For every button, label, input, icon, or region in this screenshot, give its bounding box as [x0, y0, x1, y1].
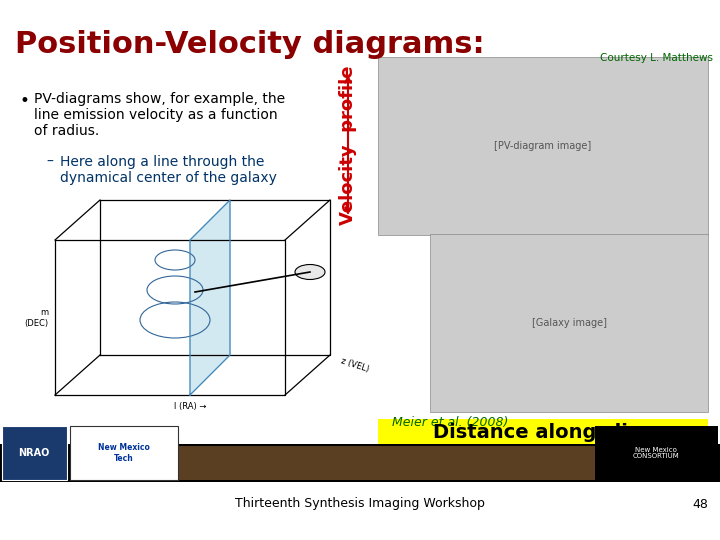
Polygon shape: [190, 200, 230, 395]
Text: Position-Velocity diagrams:: Position-Velocity diagrams:: [15, 30, 485, 59]
Text: [Galaxy image]: [Galaxy image]: [531, 318, 606, 328]
Bar: [2, 426, 67, 480]
Text: PV-diagrams show, for example, the
line emission velocity as a function
of radiu: PV-diagrams show, for example, the line …: [34, 92, 285, 138]
Text: –: –: [46, 155, 53, 169]
Text: Here along a line through the
dynamical center of the galaxy: Here along a line through the dynamical …: [60, 155, 277, 185]
Text: 48: 48: [692, 497, 708, 510]
Text: m
(DEC): m (DEC): [24, 308, 48, 328]
Bar: [105, 446, 625, 480]
Text: New Mexico
CONSORTIUM: New Mexico CONSORTIUM: [633, 447, 680, 460]
Bar: [595, 426, 718, 480]
Text: [PV-diagram image]: [PV-diagram image]: [495, 141, 592, 151]
Ellipse shape: [295, 265, 325, 280]
Bar: [70, 426, 178, 480]
Text: Distance along slice: Distance along slice: [433, 422, 653, 442]
Text: NRAO: NRAO: [18, 448, 50, 458]
Text: l (RA) →: l (RA) →: [174, 402, 206, 411]
Text: •: •: [20, 92, 30, 110]
Bar: [430, 234, 708, 412]
Text: z (VEL): z (VEL): [340, 356, 371, 374]
Bar: [378, 419, 708, 445]
Text: Velocity  profile: Velocity profile: [339, 65, 357, 225]
Bar: [0, 444, 720, 482]
Text: Thirteenth Synthesis Imaging Workshop: Thirteenth Synthesis Imaging Workshop: [235, 497, 485, 510]
Bar: [378, 57, 708, 235]
Text: Meier et al. (2008): Meier et al. (2008): [392, 416, 508, 429]
Text: Courtesy L. Matthews: Courtesy L. Matthews: [600, 53, 713, 63]
Text: New Mexico
Tech: New Mexico Tech: [98, 443, 150, 463]
